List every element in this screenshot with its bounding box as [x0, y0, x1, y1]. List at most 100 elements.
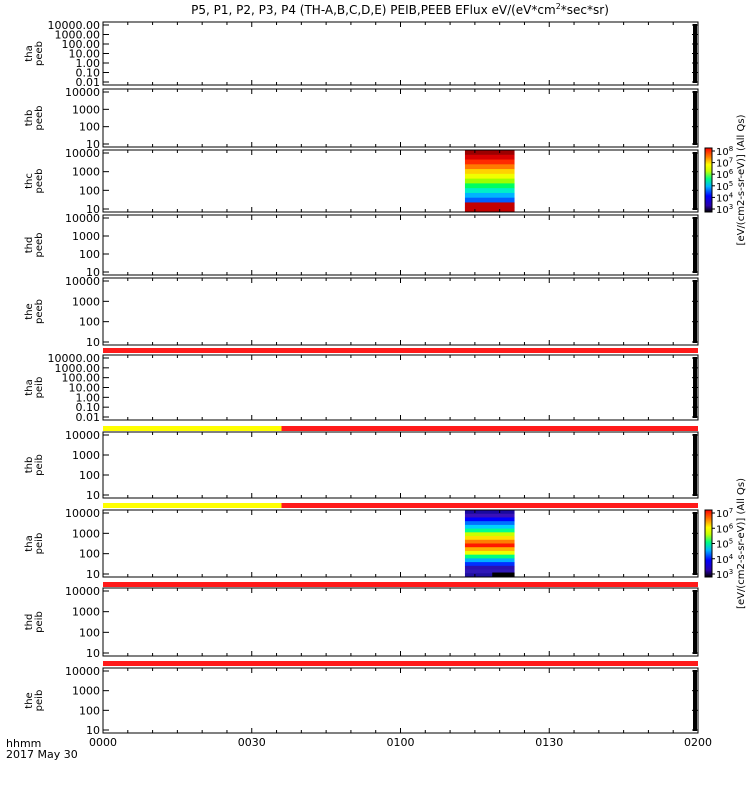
probe-label: thd: [24, 237, 35, 254]
y-tick-label: 1000: [72, 527, 100, 540]
y-tick-label: 10000: [65, 147, 100, 160]
x-tick-label: 0130: [535, 736, 563, 749]
instrument-label: peib: [34, 690, 45, 712]
x-tick-label: 0200: [684, 736, 712, 749]
y-tick-label: 100.00: [62, 372, 101, 385]
y-tick-label: 100: [79, 626, 100, 639]
y-tick-label: 100: [79, 548, 100, 561]
colorbar-tick-label: 106: [716, 168, 734, 181]
colorbar-tick-label: 105: [716, 538, 733, 551]
y-tick-label: 1000: [72, 166, 100, 179]
heatmap-band: [464, 159, 515, 165]
y-tick-label: 1000.00: [55, 362, 101, 375]
heatmap-band: [464, 178, 515, 184]
panel-frame: [102, 431, 699, 499]
heatmap-band: [464, 202, 515, 212]
instrument-label: peeb: [34, 169, 45, 194]
heatmap-band: [464, 569, 515, 574]
y-tick-label: 1000: [72, 103, 100, 116]
y-tick-label: 100: [79, 469, 100, 482]
spectrogram-panel: 10000 1000 100 10 thb peib: [24, 429, 699, 502]
x-tick-label: 0100: [387, 736, 415, 749]
probe-label: the: [24, 692, 35, 708]
y-tick-label: 1000: [72, 606, 100, 619]
panel-frame: [102, 587, 699, 657]
panel-frame: [102, 509, 699, 578]
heatmap-band: [464, 188, 515, 194]
probe-label: tha: [24, 379, 35, 395]
colorbar-tick-label: 104: [716, 191, 734, 204]
colorbar-tick-label: 107: [716, 157, 733, 170]
edge-marker: [693, 434, 697, 496]
y-tick-label: 10000: [65, 212, 100, 225]
y-tick-label: 0.10: [76, 401, 101, 414]
y-tick-label: 0.10: [76, 67, 101, 80]
heatmap-band: [464, 150, 515, 156]
instrument-label: peeb: [34, 233, 45, 258]
y-tick-label: 10.00: [69, 48, 101, 61]
edge-marker: [693, 590, 697, 654]
heatmap-band: [464, 524, 515, 530]
instrument-label: peib: [34, 611, 45, 633]
y-tick-label: 1000: [72, 685, 100, 698]
edge-marker: [693, 152, 697, 210]
colorbar-tick-label: 104: [716, 553, 734, 566]
y-tick-label: 10: [86, 138, 100, 151]
colorbar-label: [eV/(cm2-s-sr-eV)] (All Qs): [736, 478, 747, 609]
panel-frame: [102, 354, 699, 421]
instrument-label: peib: [34, 454, 45, 476]
instrument-label: peeb: [34, 106, 45, 131]
status-stripe: [103, 348, 698, 353]
x-tick-label: 0000: [89, 736, 117, 749]
y-tick-label: 10: [86, 647, 100, 660]
y-tick-label: 10: [86, 203, 100, 216]
y-tick-label: 10: [86, 266, 100, 279]
instrument-label: peib: [34, 533, 45, 555]
heatmap-band: [464, 543, 515, 548]
y-tick-label: 10: [86, 568, 100, 581]
y-tick-label: 100.00: [62, 38, 101, 51]
status-stripe: [103, 426, 282, 431]
colorbar-gradient: [704, 509, 713, 578]
y-tick-label: 10000: [65, 585, 100, 598]
panel-frame: [102, 21, 699, 86]
spectrogram-panel: 10000 1000 100 10 thb peeb: [24, 86, 699, 151]
y-tick-label: 10: [86, 489, 100, 502]
y-tick-label: 10000: [65, 429, 100, 442]
heatmap-band: [464, 183, 515, 189]
heatmap-band: [464, 532, 515, 537]
status-stripe: [281, 503, 698, 508]
heatmap-band: [464, 169, 515, 175]
probe-label: the: [24, 303, 35, 319]
x-tick-label: 0030: [238, 736, 266, 749]
colorbar-tick-label: 103: [716, 203, 733, 216]
heatmap-band: [464, 173, 515, 180]
spectrogram-panel: 10000 1000 100 10 thd peeb: [24, 212, 699, 279]
heatmap-band: [464, 521, 515, 526]
heatmap-band: [464, 539, 515, 544]
colorbar: 107 106 105 104 103 [eV/(cm2-s-sr-eV)] (All Q…: [704, 478, 747, 609]
panel-frame: [102, 667, 699, 734]
heatmap-band: [464, 550, 515, 556]
spectrogram-panel: 10000 1000 100 10 thd peib: [24, 585, 699, 660]
status-stripe: [281, 426, 698, 431]
y-tick-label: 1000: [72, 449, 100, 462]
status-stripe: [103, 661, 698, 666]
heatmap-band: [464, 554, 515, 559]
probe-label: thc: [24, 173, 35, 189]
heatmap-band: [492, 572, 515, 577]
heatmap-band: [464, 547, 515, 552]
colorbar-label: [eV/(cm2-s-sr-eV)] (All Qs): [736, 114, 747, 245]
instrument-label: peib: [34, 377, 45, 399]
colorbar-tick-label: 103: [716, 568, 733, 581]
probe-label: thb: [24, 110, 35, 127]
figure-title: P5, P1, P2, P3, P4 (TH-A,B,C,D,E) PEIB,P…: [191, 2, 609, 17]
status-stripe: [103, 503, 282, 508]
y-tick-label: 10: [86, 336, 100, 349]
panel-frame: [102, 277, 699, 346]
edge-marker: [693, 357, 697, 418]
y-tick-label: 10000.00: [48, 352, 101, 365]
